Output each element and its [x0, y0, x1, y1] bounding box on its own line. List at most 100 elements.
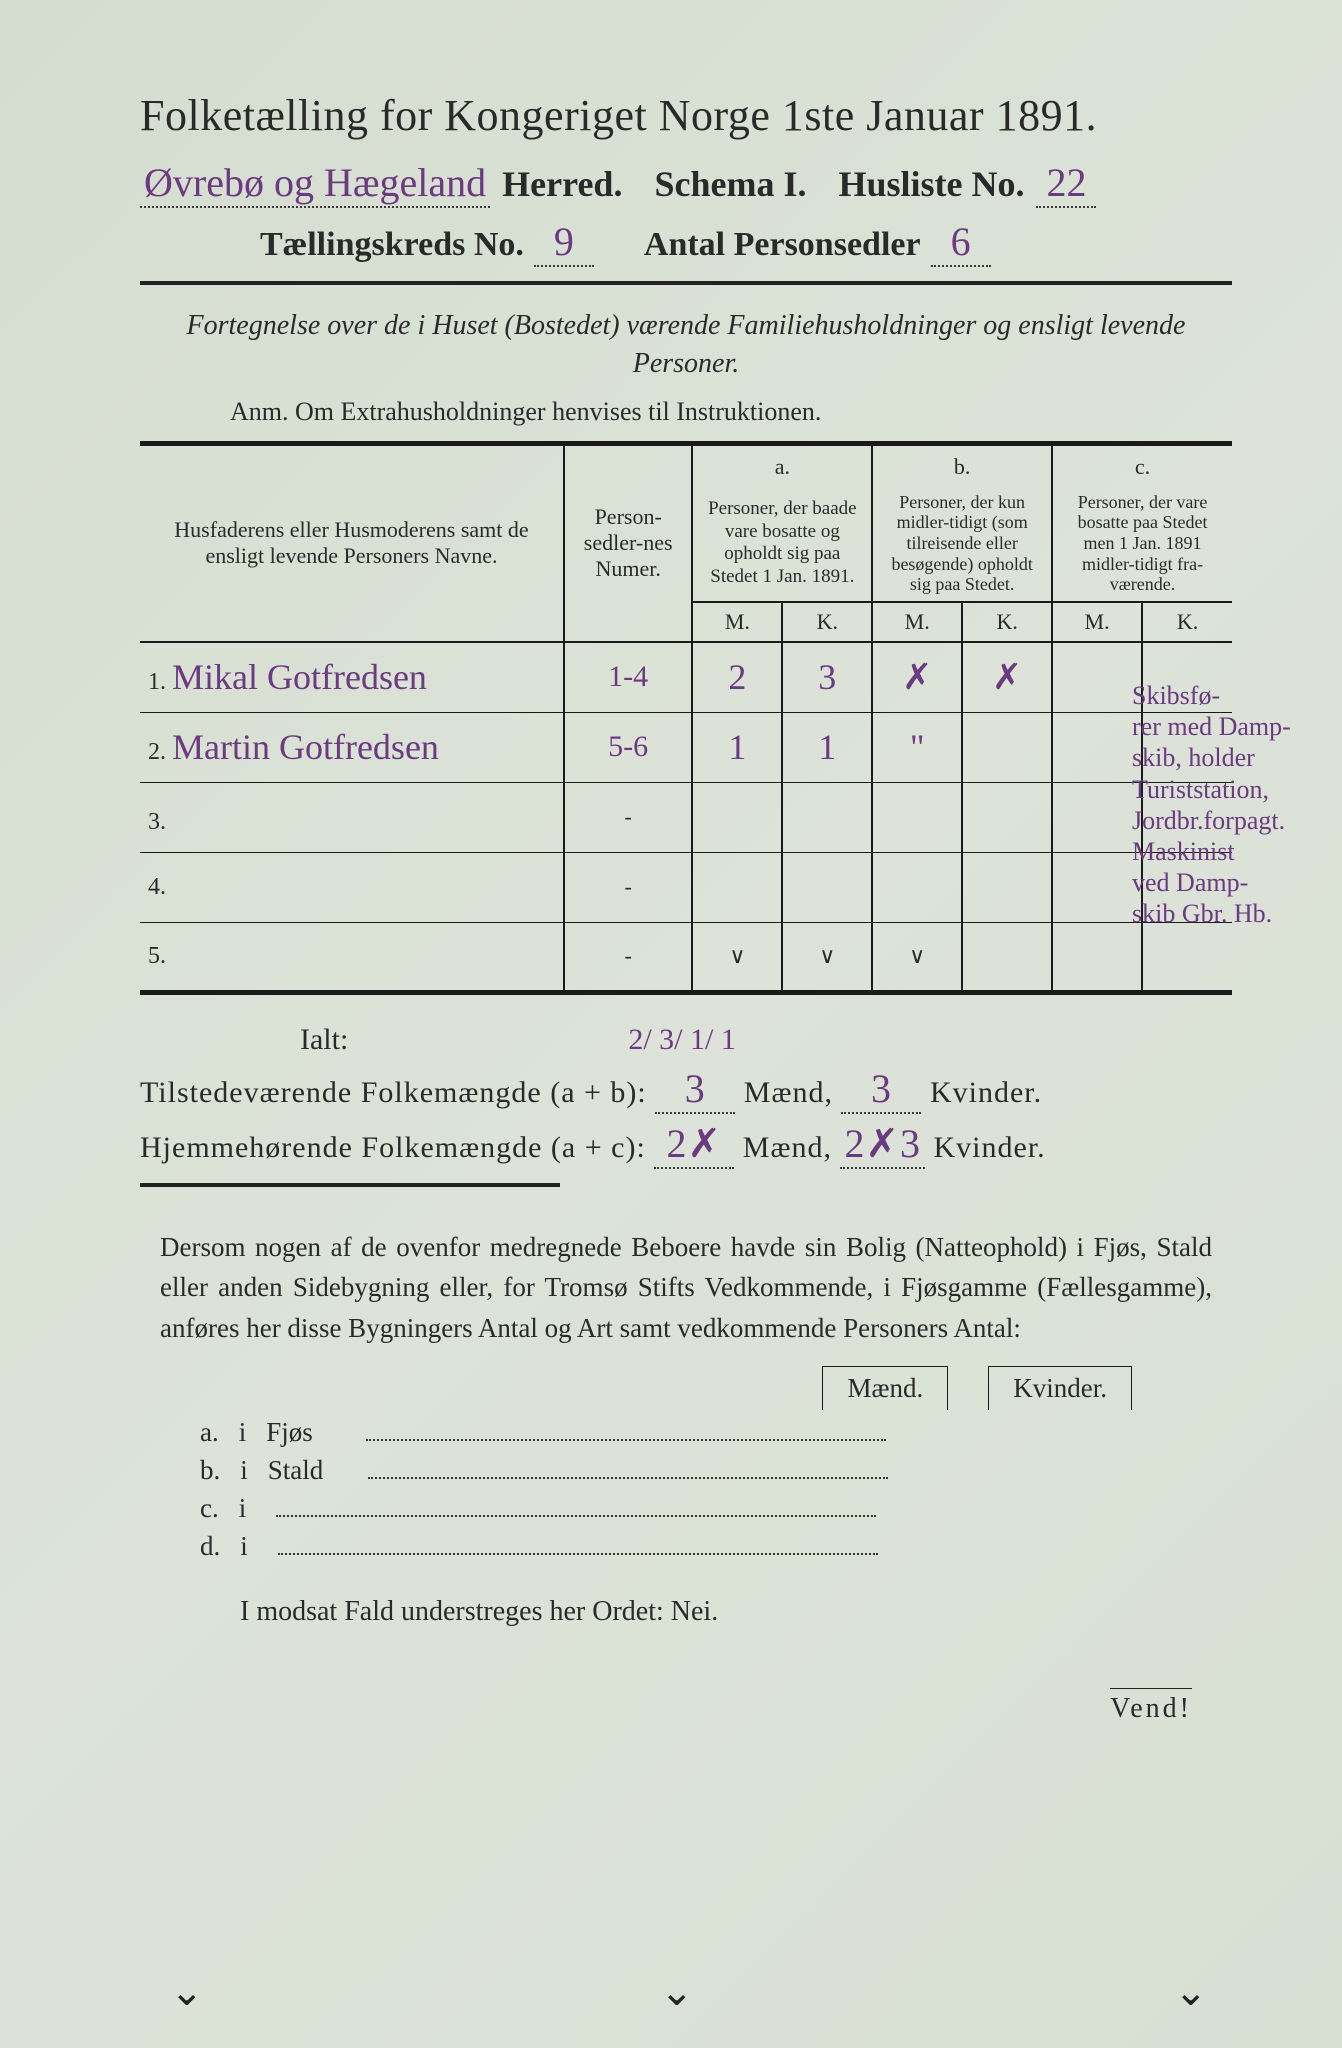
tilstede-label: Tilstedeværende Folkemængde (a + b): [140, 1076, 647, 1109]
table-row: 5. - ∨ ∨ ∨ [140, 922, 1232, 992]
row-bM: ∨ [909, 943, 925, 968]
antal-value: 6 [931, 218, 991, 267]
col-b-text: Personer, der kun midler-tidigt (som til… [872, 486, 1052, 602]
row-bM: " [910, 727, 925, 767]
col-c-k: K. [1142, 602, 1232, 642]
item-key: c. [200, 1493, 219, 1524]
form-description: Fortegnelse over de i Huset (Bostedet) v… [180, 307, 1192, 383]
item-label: Stald [268, 1455, 338, 1486]
row-aM: 1 [728, 727, 746, 767]
row-bM: ✗ [902, 657, 932, 697]
maend-label: Mænd, [744, 1076, 833, 1109]
row-sedler: 1-4 [608, 660, 648, 693]
punch-mark-icon: ⌄ [1174, 1968, 1202, 1988]
divider-top [140, 281, 1232, 285]
col-sedler-header: Person-sedler-nes Numer. [564, 443, 692, 642]
row-aM: ∨ [729, 943, 745, 968]
row-sedler: 5-6 [608, 730, 648, 763]
divider-mid [140, 1183, 560, 1187]
item-i: i [240, 1531, 248, 1562]
table-header-row: Husfaderens eller Husmoderens samt de en… [140, 443, 1232, 486]
col-name-header: Husfaderens eller Husmoderens samt de en… [140, 443, 564, 642]
row-aK: 1 [818, 727, 836, 767]
col-a-text: Personer, der baade vare bosatte og opho… [692, 486, 872, 602]
schema-label: Schema I. [654, 163, 806, 205]
husliste-no: 22 [1036, 159, 1096, 208]
ialt-row: Ialt: 2/ 3/ 1/ 1 [300, 1023, 1232, 1057]
taellingskreds-no: 9 [534, 218, 594, 267]
row-aK: 3 [818, 657, 836, 697]
kvinder-label: Kvinder. [930, 1076, 1042, 1109]
tilstede-line: Tilstedeværende Folkemængde (a + b): 3 M… [140, 1065, 1232, 1114]
list-item: a. i Fjøs [200, 1414, 1232, 1448]
table-row: 3. - [140, 782, 1232, 852]
col-b-m: M. [872, 602, 962, 642]
form-note: Anm. Om Extrahusholdninger henvises til … [230, 397, 1232, 427]
dots-icon [368, 1452, 888, 1479]
row-sedler: - [625, 874, 632, 899]
row-num: 1. [148, 669, 166, 695]
ialt-values: 2/ 3/ 1/ 1 [628, 1023, 736, 1057]
col-b-label: b. [872, 443, 1052, 486]
punch-mark-icon: ⌄ [170, 1968, 198, 1988]
row-aK: ∨ [819, 943, 835, 968]
hjemme-line: Hjemmehørende Folkemængde (a + c): 2✗ Mæ… [140, 1120, 1232, 1169]
item-i: i [239, 1493, 247, 1524]
list-item: d. i [200, 1528, 1232, 1562]
building-list: a. i Fjøs b. i Stald c. i d. i [200, 1414, 1232, 1562]
dots-icon [366, 1414, 886, 1441]
mk-maend: Mænd. [822, 1366, 948, 1410]
list-item: b. i Stald [200, 1452, 1232, 1486]
row-bK: ✗ [992, 657, 1022, 697]
maend-label: Mænd, [743, 1131, 832, 1164]
tilstede-m: 3 [655, 1065, 735, 1114]
row-num: 3. [148, 809, 166, 835]
hjemme-m: 2✗ [654, 1120, 734, 1169]
mk-kvinder: Kvinder. [988, 1366, 1132, 1410]
col-a-k: K. [782, 602, 872, 642]
row-num: 4. [148, 874, 166, 900]
table-row: 2. Martin Gotfredsen 5-6 1 1 " [140, 712, 1232, 782]
herred-line: Øvrebø og Hægeland Herred. Schema I. Hus… [140, 159, 1232, 208]
item-i: i [239, 1417, 247, 1448]
table-row: 1. Mikal Gotfredsen 1-4 2 3 ✗ ✗ [140, 642, 1232, 712]
kvinder-label: Kvinder. [934, 1131, 1046, 1164]
row-num: 5. [148, 943, 166, 969]
hjemme-label: Hjemmehørende Folkemængde (a + c): [140, 1131, 646, 1164]
mk-header: Mænd. Kvinder. [140, 1366, 1132, 1410]
row-name: Mikal Gotfredsen [172, 657, 427, 697]
col-b-k: K. [962, 602, 1052, 642]
row-num: 2. [148, 739, 166, 765]
item-key: a. [200, 1417, 219, 1448]
col-c-m: M. [1052, 602, 1142, 642]
col-c-label: c. [1052, 443, 1232, 486]
margin-notes: Skibsfø- rer med Damp- skib, holder Turi… [1132, 680, 1312, 930]
col-a-label: a. [692, 443, 872, 486]
taellingskreds-label: Tællingskreds No. [260, 226, 524, 264]
census-form-page: Folketælling for Kongeriget Norge 1ste J… [0, 0, 1342, 2048]
row-sedler: - [625, 943, 632, 968]
antal-label: Antal Personsedler [644, 226, 921, 264]
turn-over-label: Vend! [1110, 1688, 1192, 1725]
item-label: Fjøs [266, 1417, 336, 1448]
dwelling-paragraph: Dersom nogen af de ovenfor medregnede Be… [160, 1227, 1212, 1349]
item-i: i [240, 1455, 248, 1486]
kreds-line: Tællingskreds No. 9 Antal Personsedler 6 [260, 218, 1232, 267]
row-sedler: - [625, 804, 632, 829]
row-aM: 2 [728, 657, 746, 697]
tilstede-k: 3 [841, 1065, 921, 1114]
punch-mark-icon: ⌄ [660, 1968, 688, 1988]
dots-icon [278, 1528, 878, 1555]
item-key: b. [200, 1455, 220, 1486]
dots-icon [276, 1490, 876, 1517]
row-name: Martin Gotfredsen [172, 727, 439, 767]
hjemme-k: 2✗3 [840, 1120, 925, 1169]
table-row: 4. - [140, 852, 1232, 922]
modsat-line: I modsat Fald understreges her Ordet: Ne… [240, 1596, 1232, 1628]
herred-label: Herred. [502, 163, 622, 205]
list-item: c. i [200, 1490, 1232, 1524]
item-key: d. [200, 1531, 220, 1562]
husliste-label: Husliste No. [838, 163, 1024, 205]
col-c-text: Personer, der vare bosatte paa Stedet me… [1052, 486, 1232, 602]
page-title: Folketælling for Kongeriget Norge 1ste J… [140, 90, 1232, 141]
